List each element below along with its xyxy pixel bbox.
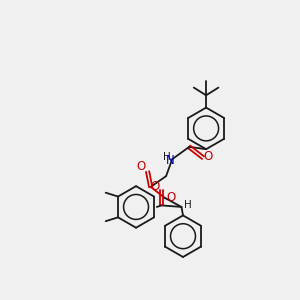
Text: O: O bbox=[150, 180, 159, 193]
Text: N: N bbox=[166, 154, 175, 167]
Text: O: O bbox=[166, 191, 175, 204]
Text: O: O bbox=[204, 150, 213, 164]
Text: H: H bbox=[163, 152, 171, 162]
Text: O: O bbox=[137, 160, 146, 173]
Text: H: H bbox=[184, 200, 191, 210]
